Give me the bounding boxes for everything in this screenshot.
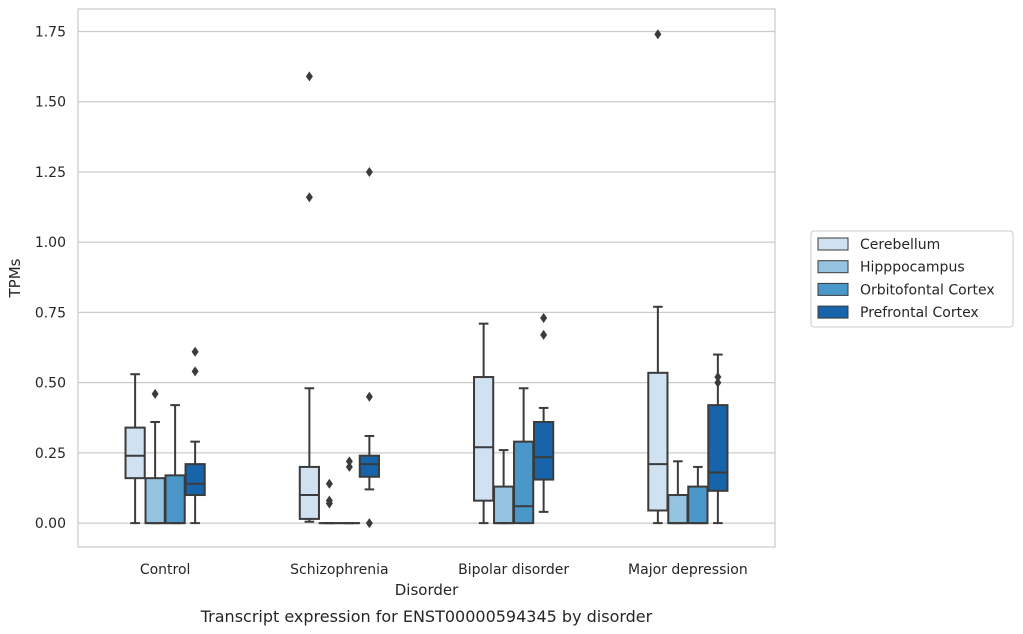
y-tick-label: 0.75 bbox=[35, 305, 66, 321]
box-plot-marks bbox=[124, 29, 729, 529]
legend-label: Hipppocampus bbox=[860, 260, 965, 276]
y-tick-label: 0.25 bbox=[35, 446, 66, 462]
box-body bbox=[647, 371, 669, 512]
y-tick-label: 0.00 bbox=[35, 516, 66, 532]
y-tick-label: 1.50 bbox=[35, 95, 66, 111]
outlier-point bbox=[325, 495, 333, 506]
legend-swatch bbox=[817, 282, 849, 296]
box-body bbox=[667, 494, 689, 525]
legend-swatch bbox=[817, 237, 849, 251]
legend-swatch bbox=[817, 260, 849, 274]
legend-label: Prefrontal Cortex bbox=[860, 305, 979, 321]
box-2-1 bbox=[338, 456, 360, 525]
x-tick-labels: Control Schizophrenia Bipolar disorder Majo… bbox=[140, 562, 748, 578]
box-body bbox=[533, 420, 555, 481]
box-0-0 bbox=[124, 373, 146, 525]
outlier-point bbox=[365, 166, 373, 177]
outlier-point bbox=[191, 346, 199, 357]
box-3-0 bbox=[184, 346, 206, 525]
legend-label: Cerebellum bbox=[860, 237, 940, 253]
outlier-point bbox=[191, 366, 199, 377]
box-body bbox=[707, 404, 729, 492]
x-tick-label: Major depression bbox=[628, 562, 748, 578]
outlier-point bbox=[654, 29, 662, 40]
legend-swatch bbox=[817, 305, 849, 319]
box-0-2 bbox=[473, 322, 495, 525]
outlier-point bbox=[540, 329, 548, 340]
box-body bbox=[473, 376, 495, 502]
y-tick-label: 1.75 bbox=[35, 24, 66, 40]
box-body bbox=[493, 485, 515, 525]
outlier-point bbox=[345, 461, 353, 472]
box-body bbox=[687, 485, 709, 525]
box-2-0 bbox=[164, 404, 186, 525]
outlier-point bbox=[365, 518, 373, 529]
box-1-2 bbox=[493, 449, 515, 525]
legend-label: Orbitofontal Cortex bbox=[860, 282, 995, 298]
box-body bbox=[124, 426, 146, 480]
box-body bbox=[513, 440, 535, 525]
legend-frame bbox=[810, 230, 1014, 328]
x-axis-label: Disorder bbox=[395, 581, 459, 599]
outlier-point bbox=[540, 313, 548, 324]
outlier-point bbox=[365, 391, 373, 402]
box-0-1 bbox=[298, 71, 320, 523]
outlier-point bbox=[714, 377, 722, 388]
x-tick-label: Bipolar disorder bbox=[458, 562, 569, 578]
outlier-point bbox=[305, 71, 313, 82]
outlier-point bbox=[714, 372, 722, 383]
y-tick-label: 0.50 bbox=[35, 376, 66, 392]
outlier-point bbox=[305, 192, 313, 203]
y-axis-label: TPMs bbox=[6, 258, 24, 298]
box-3-3 bbox=[707, 353, 729, 525]
box-body bbox=[358, 454, 380, 478]
box-body bbox=[184, 463, 206, 497]
x-tick-label: Control bbox=[140, 562, 191, 578]
box-body bbox=[164, 474, 186, 525]
outlier-point bbox=[345, 456, 353, 467]
figure-caption: Transcript expression for ENST0000059434… bbox=[200, 607, 653, 626]
grid-lines bbox=[78, 30, 775, 524]
box-0-3 bbox=[647, 29, 669, 525]
box-2-3 bbox=[687, 465, 709, 525]
plot-frame bbox=[77, 8, 776, 548]
outlier-point bbox=[325, 478, 333, 489]
box-1-0 bbox=[144, 388, 166, 525]
y-tick-labels: 0.00 0.25 0.50 0.75 1.00 1.25 1.50 1.75 bbox=[35, 24, 66, 532]
box-3-1 bbox=[358, 166, 380, 529]
box-2-2 bbox=[513, 387, 535, 525]
outlier-point bbox=[151, 388, 159, 399]
x-tick-label: Schizophrenia bbox=[290, 562, 388, 578]
y-tick-label: 1.25 bbox=[35, 165, 66, 181]
box-3-2 bbox=[533, 313, 555, 513]
box-1-1 bbox=[318, 478, 340, 525]
legend: Cerebellum Hipppocampus Orbitofontal Corte… bbox=[810, 230, 1014, 328]
box-body bbox=[298, 465, 320, 520]
box-1-3 bbox=[667, 460, 689, 525]
y-tick-label: 1.00 bbox=[35, 235, 66, 251]
box-body bbox=[144, 477, 166, 525]
